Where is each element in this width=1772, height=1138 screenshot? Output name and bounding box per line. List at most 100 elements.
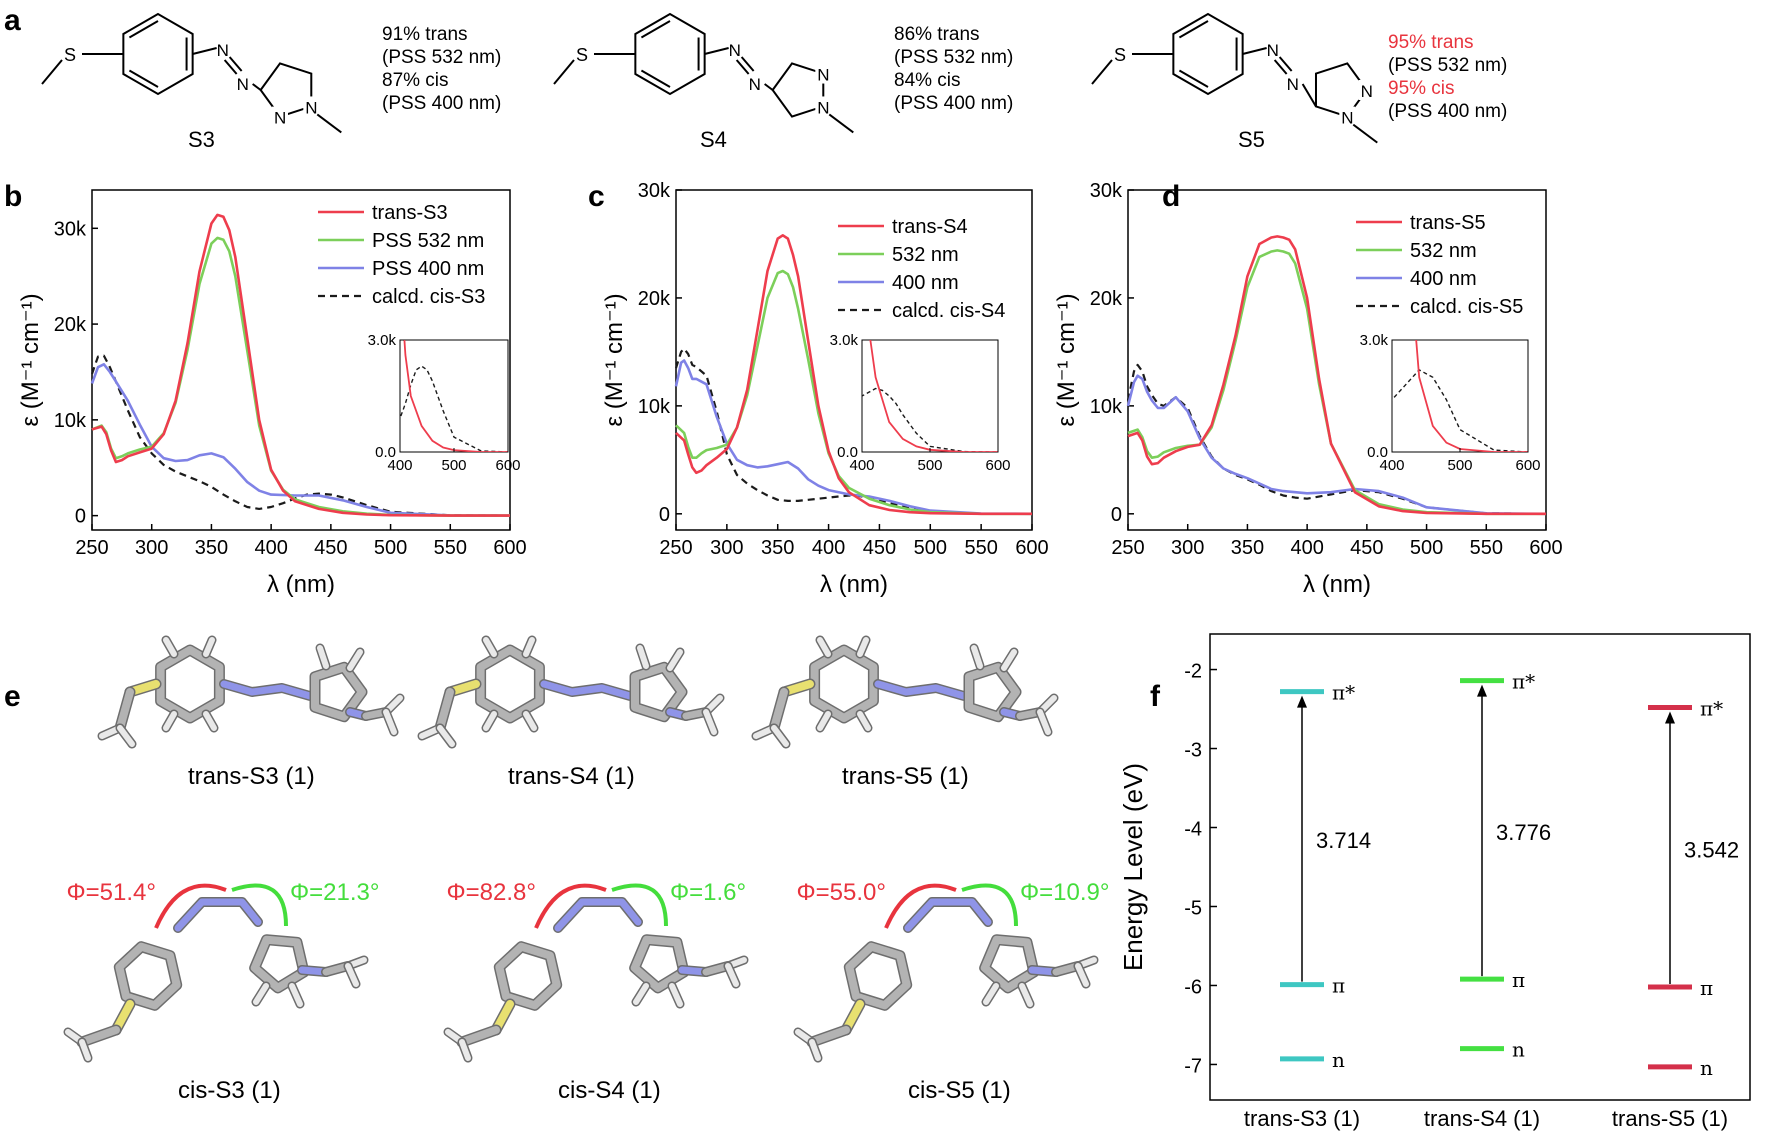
legend-label: calcd. cis-S4: [892, 300, 1005, 322]
inset-x-tick-label: 600: [495, 457, 520, 474]
panel-label-a: a: [4, 4, 21, 37]
energy-level-label: π: [1512, 968, 1525, 992]
structure-info-line: (PSS 400 nm): [894, 93, 1013, 114]
y-tick-label: 20k: [638, 288, 671, 310]
inset-y-tick-label: 3.0k: [830, 332, 859, 349]
bond-stick: [703, 709, 717, 735]
panel-label-e: e: [4, 680, 21, 713]
energy-level-label: π: [1700, 976, 1713, 1000]
x-axis-label: λ (nm): [267, 571, 335, 598]
azo-n1: N: [217, 41, 229, 60]
trans-molecule-3: trans-S5 (1): [751, 635, 1059, 790]
series-line-3: [90, 363, 511, 517]
pyrazole-n: N: [1341, 109, 1353, 128]
c-n-bond: [704, 47, 729, 55]
x-tick-label: 250: [1111, 537, 1144, 559]
x-tick-label: 500: [1410, 537, 1443, 559]
x-tick-label: 350: [195, 537, 228, 559]
bond-stick: [117, 725, 135, 747]
x-axis-label: λ (nm): [1303, 571, 1371, 598]
inset-series-1: [869, 340, 998, 452]
bond-stick: [983, 983, 999, 1005]
panel-label-f: f: [1150, 680, 1161, 713]
n-mask: [815, 63, 832, 84]
bond-stick: [253, 983, 269, 1005]
bond-stick: [163, 711, 177, 731]
x-tick-label: 600: [1015, 537, 1048, 559]
bond-stick: [554, 898, 642, 932]
inset-series-4: [1392, 369, 1528, 452]
chart-d: 250 300 350 400 450 500 550 600 0 10k 20k 30k λ (nm)…: [1053, 180, 1563, 598]
energy-y-tick-label: -5: [1184, 897, 1202, 919]
n-n-bond: [1278, 56, 1293, 72]
energy-level-label: n: [1332, 1048, 1345, 1072]
bond-stick: [817, 637, 831, 657]
bond-stick: [857, 637, 869, 657]
inset-x-tick-label: 400: [387, 457, 412, 474]
bond-stick: [633, 983, 649, 1005]
y-tick-label: 10k: [1090, 396, 1123, 418]
inset-frame: [861, 339, 999, 453]
benzene-ring: [1172, 12, 1244, 96]
n-mask: [1358, 80, 1375, 100]
n-n-bond: [740, 56, 755, 72]
bond-stick: [220, 680, 314, 700]
x-tick-label: 600: [493, 537, 526, 559]
legend-label: calcd. cis-S5: [1410, 296, 1523, 318]
energy-y-axis-label: Energy Level (eV): [1118, 763, 1148, 971]
trans-molecule-name: trans-S5 (1): [842, 763, 969, 790]
bond-stick: [163, 637, 177, 657]
bond-stick: [345, 963, 359, 987]
bond-stick: [250, 935, 308, 992]
energy-x-category: trans-S4 (1): [1424, 1106, 1540, 1131]
dihedral-arc-left: [154, 883, 227, 929]
inset-plot: [862, 340, 998, 452]
trans-molecule-name: trans-S3 (1): [188, 763, 315, 790]
cis-molecule-1: Φ=51.4° Φ=21.3° cis-S3 (1): [63, 879, 379, 1104]
bond-stick: [770, 688, 788, 732]
structure-name: S4: [700, 127, 727, 152]
energy-level-label: π*: [1512, 670, 1535, 694]
series-line-2: [1127, 249, 1546, 516]
legend-label: trans-S4: [892, 216, 968, 238]
energy-y-tick-label: -4: [1184, 819, 1202, 841]
bond-stick: [845, 942, 911, 1010]
bond-stick: [203, 711, 217, 731]
x-tick-label: 500: [374, 537, 407, 559]
bond-stick: [971, 645, 983, 669]
bond-stick: [1001, 649, 1017, 671]
cis-molecule-2: Φ=82.8° Φ=1.6° cis-S4 (1): [443, 879, 749, 1104]
x-tick-label: 550: [434, 537, 467, 559]
cis-molecule-name: cis-S3 (1): [178, 1077, 281, 1104]
n-n-bond: [223, 59, 238, 75]
bond-stick: [771, 725, 789, 747]
bond-stick: [808, 1026, 850, 1046]
bond-stick: [476, 646, 544, 722]
series-line-1: [675, 234, 1032, 516]
series-line-1: [91, 213, 510, 517]
x-tick-label: 400: [812, 537, 845, 559]
arrow-head: [1477, 684, 1487, 697]
y-axis-label: ε (M⁻¹ cm⁻¹): [1053, 293, 1080, 426]
inset-plot: [1392, 340, 1528, 452]
x-tick-label: 450: [863, 537, 896, 559]
n-n-bond: [1273, 59, 1288, 75]
dihedral-arc-left: [534, 883, 607, 929]
inset-x-tick-label: 500: [441, 457, 466, 474]
dihedral-label-left: Φ=55.0°: [797, 879, 886, 906]
bond-stick: [317, 645, 329, 669]
energy-gap-value: 3.714: [1316, 828, 1371, 853]
molecule-models: trans-S3 (1) trans-S4 (1) trans-S5 (1) Φ=51…: [63, 635, 1109, 1104]
y-tick-label: 10k: [54, 410, 87, 432]
x-tick-label: 350: [1231, 537, 1264, 559]
inset-frame: [399, 339, 509, 453]
x-tick-label: 550: [1470, 537, 1503, 559]
bond-stick: [437, 725, 455, 747]
arrow-head: [1297, 695, 1307, 708]
legend-label: calcd. cis-S3: [372, 286, 485, 308]
series-line-4: [1126, 363, 1547, 515]
pyrazole-n: N: [817, 66, 829, 85]
energy-y-tick-label: -6: [1184, 976, 1202, 998]
